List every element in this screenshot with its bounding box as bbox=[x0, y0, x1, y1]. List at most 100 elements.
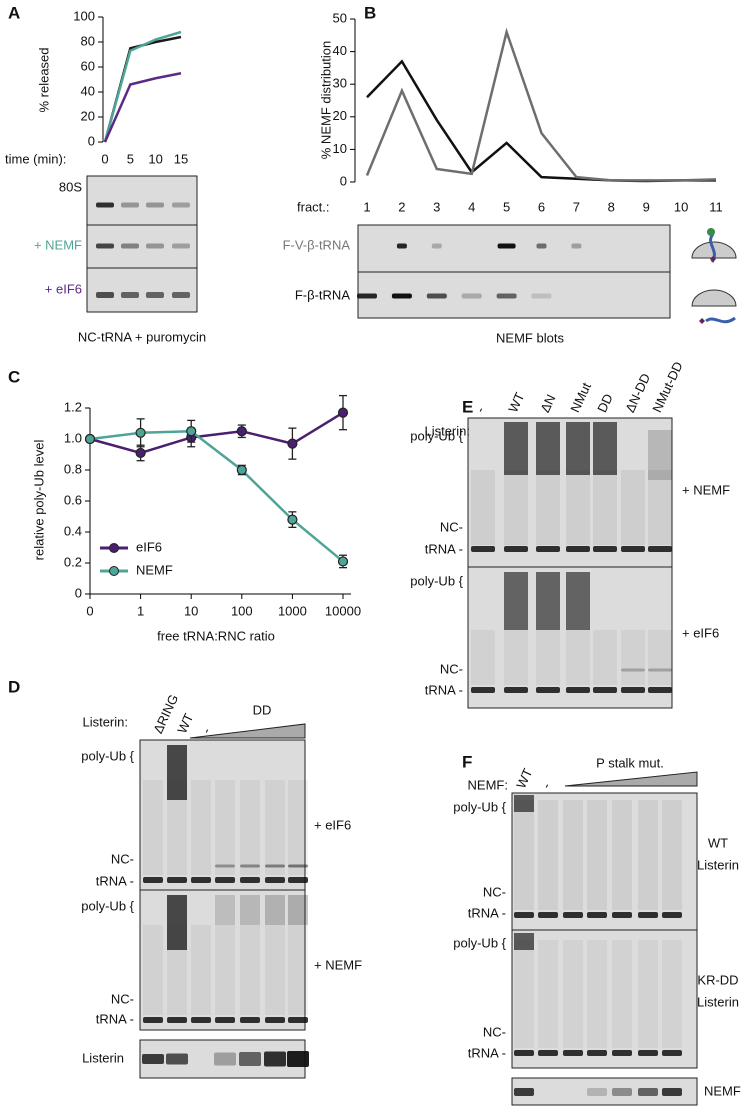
gel-smear bbox=[504, 630, 528, 685]
legend-label: eIF6 bbox=[136, 539, 162, 554]
gel-smear bbox=[563, 800, 583, 910]
gel-band bbox=[287, 1051, 309, 1067]
gel-panel bbox=[511, 929, 698, 1069]
titration-label: P stalk mut. bbox=[596, 755, 664, 770]
x-tick-label: 5 bbox=[127, 151, 134, 166]
titration-wedge bbox=[564, 771, 698, 787]
legend-marker bbox=[109, 543, 119, 553]
gel-band bbox=[172, 243, 190, 249]
gel-marker: poly-Ub { bbox=[453, 935, 506, 950]
gel-band bbox=[239, 1052, 261, 1066]
gel-band bbox=[191, 1017, 211, 1023]
gel-band bbox=[143, 1017, 163, 1023]
gel-band bbox=[504, 687, 528, 693]
lane-label: DD bbox=[594, 391, 616, 414]
gel-band bbox=[612, 1088, 632, 1096]
y-axis-label: % released bbox=[36, 47, 51, 112]
gel-band bbox=[121, 243, 139, 249]
gel-marker: poly-Ub { bbox=[81, 898, 134, 913]
gel-smear bbox=[514, 800, 534, 910]
gel-band bbox=[504, 546, 528, 552]
x-axis-label: fract.: bbox=[297, 199, 330, 214]
x-tick-label: 10 bbox=[184, 603, 198, 618]
gel-smear bbox=[167, 895, 187, 950]
gel-smear bbox=[215, 780, 235, 875]
gel-marker: poly-Ub { bbox=[410, 573, 463, 588]
gel-band bbox=[391, 293, 412, 299]
gel-smear bbox=[587, 940, 607, 1048]
gel-band bbox=[96, 202, 114, 208]
row-label: 80S bbox=[59, 179, 82, 194]
series-line bbox=[103, 30, 182, 143]
gel-smear bbox=[143, 780, 163, 875]
marker bbox=[337, 407, 349, 418]
gel-band bbox=[638, 1050, 658, 1056]
gel-smear bbox=[514, 795, 534, 812]
gel-band bbox=[536, 687, 560, 693]
gel-smear bbox=[538, 940, 558, 1048]
gel-smear bbox=[240, 925, 260, 1015]
row-label: F-β-tRNA bbox=[295, 287, 350, 302]
gel-smear bbox=[593, 422, 617, 475]
gel-band bbox=[514, 1050, 534, 1056]
gel-panel bbox=[357, 224, 671, 273]
gel-marker: tRNA - bbox=[468, 1045, 506, 1060]
gel-smear bbox=[143, 925, 163, 1015]
row-label: + eIF6 bbox=[45, 281, 82, 296]
gel-band bbox=[621, 687, 645, 693]
gel-band bbox=[593, 687, 617, 693]
x-tick-label: 10000 bbox=[325, 603, 361, 618]
x-tick-label: 0 bbox=[101, 151, 108, 166]
gel-band bbox=[214, 1052, 236, 1066]
y-tick-label: 0.6 bbox=[64, 492, 82, 507]
gel-smear bbox=[587, 800, 607, 910]
series-line bbox=[89, 411, 344, 455]
gel-band bbox=[538, 1050, 558, 1056]
x-tick-label: 10 bbox=[148, 151, 162, 166]
condition-label: + NEMF bbox=[314, 957, 362, 972]
row-label: F-V-β-tRNA bbox=[283, 237, 351, 252]
gels bbox=[86, 175, 698, 1106]
legend-label: NEMF bbox=[136, 562, 173, 577]
panel-label: E bbox=[462, 397, 473, 416]
gel-band bbox=[288, 1017, 308, 1023]
gel-band bbox=[167, 1017, 187, 1023]
gel-panel bbox=[511, 792, 698, 931]
gel-band bbox=[288, 877, 308, 883]
marker bbox=[236, 426, 247, 437]
gel-caption: NC-tRNA + puromycin bbox=[78, 329, 206, 344]
gel-band bbox=[172, 292, 190, 298]
gel-band bbox=[538, 912, 558, 918]
gel-band bbox=[191, 877, 211, 883]
x-tick-label: 1 bbox=[363, 199, 370, 214]
blot-label: NEMF bbox=[704, 1083, 741, 1098]
y-tick-label: 0.2 bbox=[64, 554, 82, 569]
gel-band bbox=[172, 202, 190, 208]
gel-smear bbox=[514, 940, 534, 1048]
gel-smear bbox=[648, 630, 672, 685]
row-label: + NEMF bbox=[34, 237, 82, 252]
gel-smear bbox=[514, 933, 534, 950]
gel-marker: poly-Ub { bbox=[410, 428, 463, 443]
gel-band bbox=[514, 912, 534, 918]
condition-label: KR-DD bbox=[697, 972, 738, 987]
marker bbox=[84, 433, 96, 445]
panel-label: A bbox=[8, 3, 20, 22]
gel-smear bbox=[240, 780, 260, 875]
y-tick-label: 0.4 bbox=[64, 523, 82, 538]
gel-band bbox=[142, 1054, 164, 1064]
y-tick-label: 0.8 bbox=[64, 461, 82, 476]
titration-wedge bbox=[189, 723, 306, 739]
lane-title: NEMF: bbox=[468, 777, 508, 792]
gel-smear bbox=[621, 630, 645, 685]
x-tick-label: 3 bbox=[433, 199, 440, 214]
marker bbox=[236, 464, 247, 476]
x-tick-label: 10 bbox=[674, 199, 688, 214]
gel-panel bbox=[86, 267, 198, 313]
y-tick-label: 30 bbox=[333, 76, 347, 91]
y-tick-label: 20 bbox=[81, 108, 95, 123]
gel-band bbox=[593, 546, 617, 552]
condition-label: + eIF6 bbox=[314, 817, 351, 832]
gel-marker: NC- bbox=[483, 884, 506, 899]
